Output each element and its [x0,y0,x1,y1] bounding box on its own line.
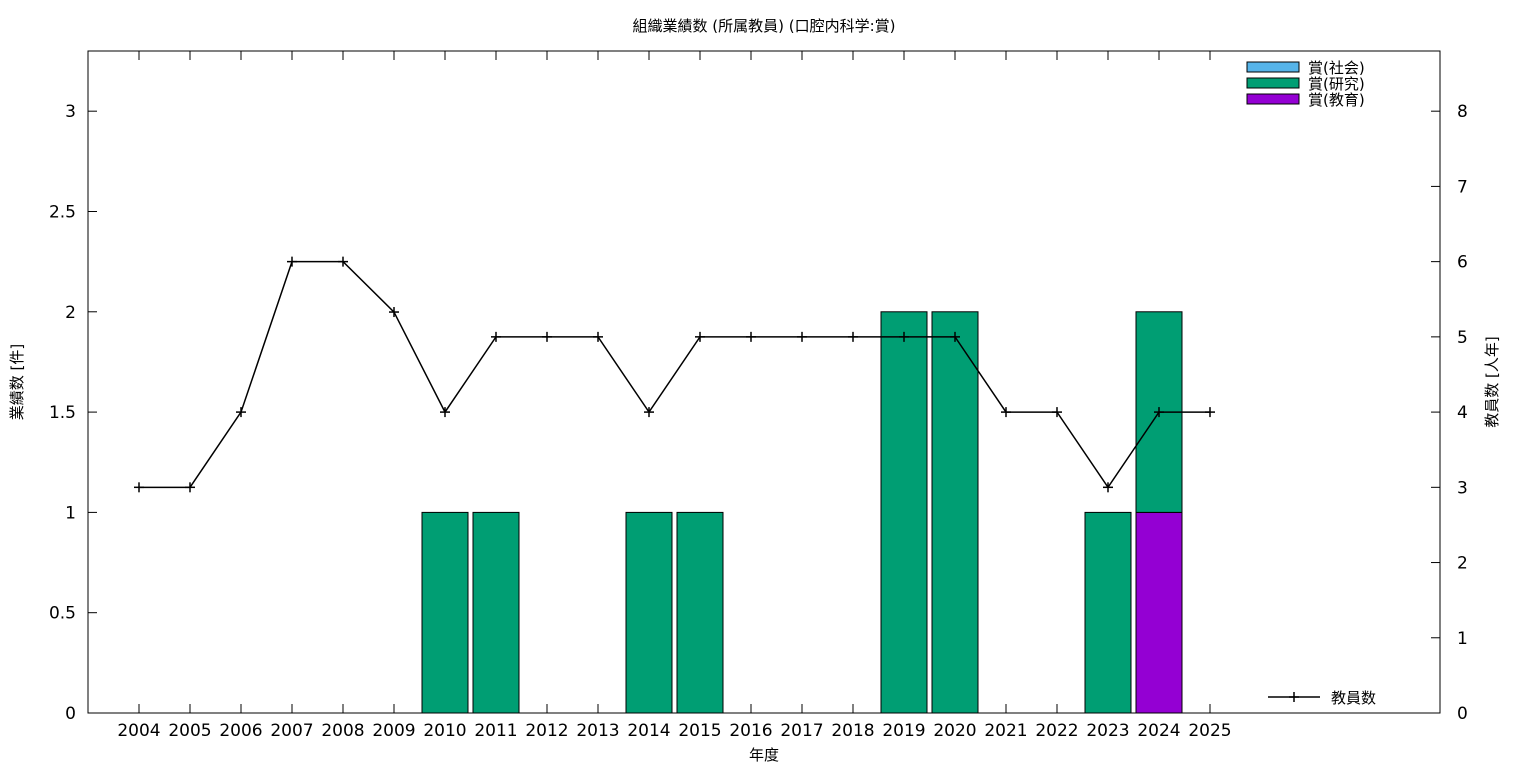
line-point [950,331,960,342]
line-point [287,256,297,267]
x-tick-label: 2015 [678,721,721,741]
y2-tick-label: 2 [1457,554,1468,574]
y-axis-left: 0 0.5 1 1.5 2 2.5 3 [49,102,97,724]
line-point [236,407,246,418]
line-point [185,482,195,493]
y2-tick-label: 0 [1457,704,1468,724]
line-point [1052,407,1062,418]
line-point [440,407,450,418]
y2-tick-label: 4 [1457,403,1468,423]
line-point [593,331,603,342]
line-point [389,307,399,318]
x-tick-label: 2014 [627,721,670,741]
legend-label: 賞(研究) [1308,75,1365,93]
x-tick-label: 2005 [168,721,211,741]
line-point [899,331,909,342]
line-path [139,260,1210,489]
x-tick-label: 2013 [576,721,619,741]
x-tick-label: 2022 [1035,721,1078,741]
legend-swatch [1246,77,1300,89]
x-tick-label: 2018 [831,721,874,741]
x-axis: 2004 2005 2006 2007 2008 2009 2010 2011 2012 2013… [117,51,1232,741]
line-point [746,331,756,342]
y-axis-label: 業績数 [件] [8,344,26,420]
y2-tick-label: 8 [1457,102,1468,122]
line-point [1154,407,1164,418]
x-tick-label: 2011 [474,721,517,741]
x-tick-label: 2012 [525,721,568,741]
x-tick-label: 2023 [1086,721,1129,741]
x-tick-label: 2004 [117,721,160,741]
y-tick-label: 2.5 [49,202,76,222]
bar-賞(研究)-2020 [931,311,979,714]
bar-賞(研究)-2011 [472,511,520,714]
y-tick-label: 0 [65,704,76,724]
y2-tick-label: 7 [1457,177,1468,197]
legend-label: 賞(社会) [1308,59,1365,77]
bar-賞(研究)-2010 [421,511,469,714]
line-point [338,256,348,267]
y-axis-right: 0 1 2 3 4 5 6 7 8 [1431,102,1468,724]
y-tick-label: 3 [65,102,76,122]
line-point [542,331,552,342]
plot-frame [87,50,1441,714]
teacher-count-line [134,256,1215,493]
legend-swatch [1246,61,1300,73]
y-tick-label: 1.5 [49,403,76,423]
bar-賞(研究)-2015 [676,511,724,714]
bar-賞(研究)-2014 [625,511,673,714]
legend: 賞(社会)賞(研究)賞(教育) 教員数 [1246,59,1376,707]
legend-label: 賞(教育) [1308,91,1365,109]
line-point [644,407,654,418]
x-tick-label: 2016 [729,721,772,741]
line-point [797,331,807,342]
y-tick-label: 2 [65,303,76,323]
y2-tick-label: 1 [1457,629,1468,649]
legend-line-label: 教員数 [1331,689,1376,707]
x-tick-label: 2010 [423,721,466,741]
legend-swatch [1246,93,1300,105]
x-tick-label: 2021 [984,721,1027,741]
x-tick-label: 2024 [1137,721,1180,741]
bar-賞(研究)-2023 [1084,511,1132,714]
line-point [491,331,501,342]
line-point [1001,407,1011,418]
line-point [695,331,705,342]
line-point [134,482,144,493]
x-axis-label: 年度 [749,746,779,764]
y2-axis-label: 教員数 [人年] [1483,336,1501,427]
x-tick-label: 2007 [270,721,313,741]
bars [421,311,1183,714]
x-tick-label: 2009 [372,721,415,741]
x-tick-label: 2017 [780,721,823,741]
y2-tick-label: 3 [1457,478,1468,498]
y-tick-label: 0.5 [49,604,76,624]
bar-賞(教育)-2024 [1135,511,1183,714]
x-tick-label: 2025 [1188,721,1231,741]
x-tick-label: 2019 [882,721,925,741]
bar-賞(研究)-2019 [880,311,928,714]
y-tick-label: 1 [65,503,76,523]
x-tick-label: 2020 [933,721,976,741]
line-point [848,331,858,342]
y2-tick-label: 6 [1457,253,1468,273]
x-tick-label: 2008 [321,721,364,741]
chart-title: 組織業績数 (所属教員) (口腔内科学:賞) [633,17,896,35]
line-point [1103,482,1113,493]
line-point [1205,407,1215,418]
y2-tick-label: 5 [1457,328,1468,348]
x-tick-label: 2006 [219,721,262,741]
